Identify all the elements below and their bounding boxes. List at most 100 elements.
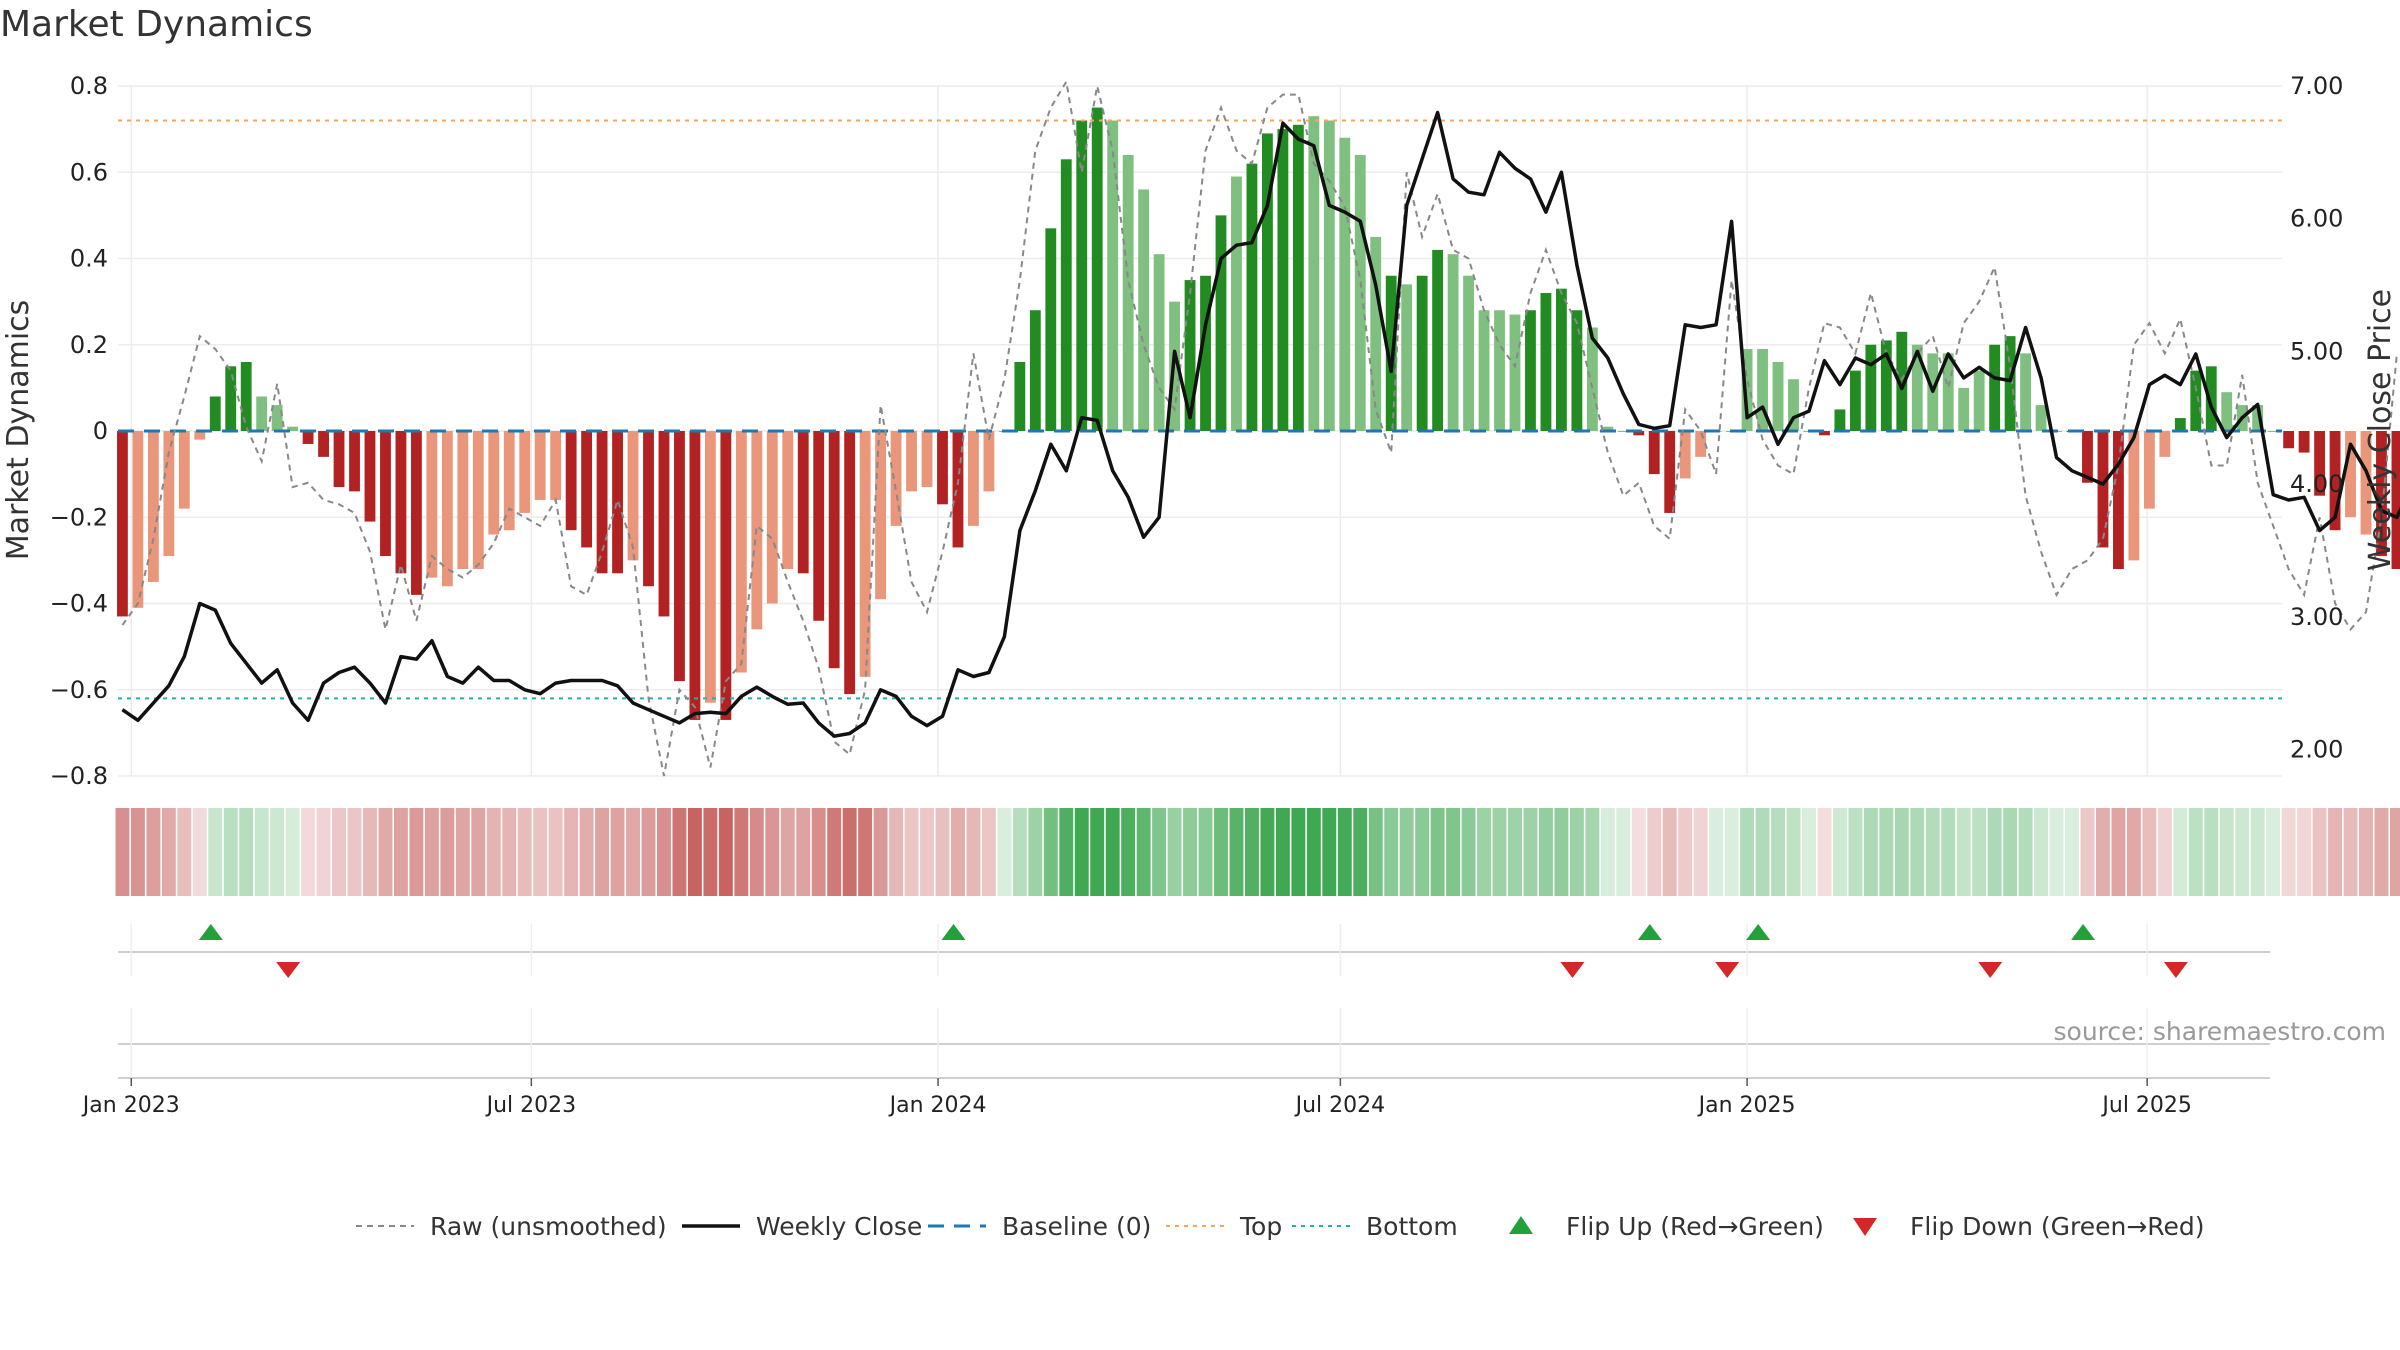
dynamics-bar <box>1292 124 1304 431</box>
heatstrip-cell <box>1012 808 1027 896</box>
heatstrip-cell <box>1802 808 1816 896</box>
dynamics-bar <box>519 431 531 513</box>
heatstrip-cell <box>966 808 981 896</box>
right-tick-label: 7.00 <box>2290 72 2343 100</box>
heatstrip-cell <box>1152 808 1167 896</box>
heatstrip-cell <box>1446 808 1461 896</box>
dynamics-bar <box>2082 431 2093 483</box>
heatstrip-cell <box>626 808 640 896</box>
dynamics-bar <box>1819 431 1830 436</box>
dynamics-bar <box>1973 370 1985 431</box>
heatstrip-cell <box>270 808 285 896</box>
dynamics-bar <box>2174 418 2186 431</box>
dynamics-bar <box>1014 362 1026 431</box>
heatstrip-cell <box>1910 808 1925 896</box>
left-tick-label: 0.4 <box>70 245 108 273</box>
left-tick-label: 0.2 <box>70 331 108 359</box>
dynamics-bar <box>2004 336 2016 431</box>
heatstrip-cell <box>393 808 408 896</box>
heatstrip-cell <box>811 808 826 896</box>
date-tick-label: Jul 2024 <box>1294 1093 1386 1118</box>
heatstrip-cell <box>1554 808 1569 896</box>
dynamics-bar <box>1478 310 1490 431</box>
heatstrip-cell <box>564 808 579 896</box>
heatstrip-cell <box>920 808 934 896</box>
heatstrip-cell <box>703 808 718 896</box>
dynamics-bar <box>333 431 345 488</box>
left-tick-label: −0.6 <box>50 676 108 704</box>
heatstrip-cell <box>1894 808 1909 896</box>
dynamics-bar <box>643 431 654 587</box>
dynamics-bar <box>565 431 577 531</box>
dynamics-bar <box>1463 275 1474 431</box>
dynamics-bar <box>890 431 902 526</box>
heatstrip-cell <box>378 808 393 896</box>
heatstrip-cell <box>1353 808 1368 896</box>
dynamics-bar <box>503 431 515 531</box>
dynamics-bar <box>1865 344 1877 431</box>
heatstrip-cell <box>1028 808 1043 896</box>
dynamics-bar <box>1107 120 1119 431</box>
dynamics-bar <box>1617 431 1629 432</box>
dynamics-bar <box>1880 340 1892 431</box>
dynamics-bar <box>782 431 794 569</box>
heatstrip-cell <box>1074 808 1089 896</box>
heatstrip-cell <box>2142 808 2157 896</box>
dynamics-bar <box>906 431 917 492</box>
flip-markers <box>118 924 2270 1079</box>
source-label: source: sharemaestro.com <box>2054 1017 2387 1046</box>
dynamics-bar <box>1354 155 1366 431</box>
dynamics-bar <box>1184 280 1196 431</box>
raw-series <box>121 78 2398 777</box>
dynamics-bar <box>1834 409 1846 431</box>
heatstrip-cell <box>2173 808 2188 896</box>
dynamics-bar <box>2376 431 2387 557</box>
dynamics-bar <box>983 431 995 492</box>
dynamics-bar <box>1509 314 1521 431</box>
heatstrip-cell <box>981 808 996 896</box>
legend-item-top: Top <box>1166 1212 1282 1241</box>
dynamics-bar <box>2283 431 2295 449</box>
dynamics-bar <box>132 431 144 608</box>
dynamics-bar <box>581 431 593 548</box>
heatstrip-cell <box>1244 808 1259 896</box>
heatstrip-cell <box>1585 808 1600 896</box>
right-tick-label: 2.00 <box>2290 735 2343 763</box>
dynamics-bar <box>689 431 701 720</box>
dynamics-bar <box>1091 107 1103 431</box>
dynamics-bar <box>1757 349 1768 431</box>
chart-title: Market Dynamics <box>0 4 313 45</box>
heatstrip-cell <box>1368 808 1383 896</box>
heatstrip-cell <box>842 808 857 896</box>
heatstrip-cell <box>424 808 439 896</box>
heatstrip-cell <box>208 808 223 896</box>
dynamics-bar <box>1323 120 1335 431</box>
heatstrip-cell <box>889 808 904 896</box>
reference-lines <box>118 119 2282 700</box>
heatstrip-cell <box>2281 808 2296 896</box>
dynamics-bar <box>704 431 716 703</box>
dynamics-bar <box>225 366 237 431</box>
heatstrip-cell <box>2065 808 2079 896</box>
heatstrip-cell <box>2235 808 2250 896</box>
dynamics-bar <box>2143 431 2155 509</box>
left-tick-label: 0 <box>93 417 108 445</box>
heatstrip-cell <box>672 808 687 896</box>
flip-up-marker <box>1746 924 1771 940</box>
dynamics-bar <box>271 405 283 431</box>
dynamics-bar <box>1633 431 1645 436</box>
date-tick-label: Jan 2023 <box>81 1093 180 1118</box>
dynamics-bar <box>410 431 422 595</box>
left-tick-label: 0.8 <box>70 72 108 100</box>
heatstrip-cell <box>749 808 764 896</box>
dynamics-bar <box>287 426 299 431</box>
raw-line <box>121 78 2398 777</box>
heatstrip-cell <box>2034 808 2049 896</box>
heatstrip-cell <box>2374 808 2389 896</box>
heatstrip-cell <box>1879 808 1894 896</box>
flip-down-marker <box>1978 962 2003 978</box>
dynamics-bar <box>1540 293 1552 431</box>
heatstrip-cell <box>2297 808 2312 896</box>
heatstrip-cell <box>734 808 749 896</box>
dynamics-bar <box>1958 387 1970 431</box>
